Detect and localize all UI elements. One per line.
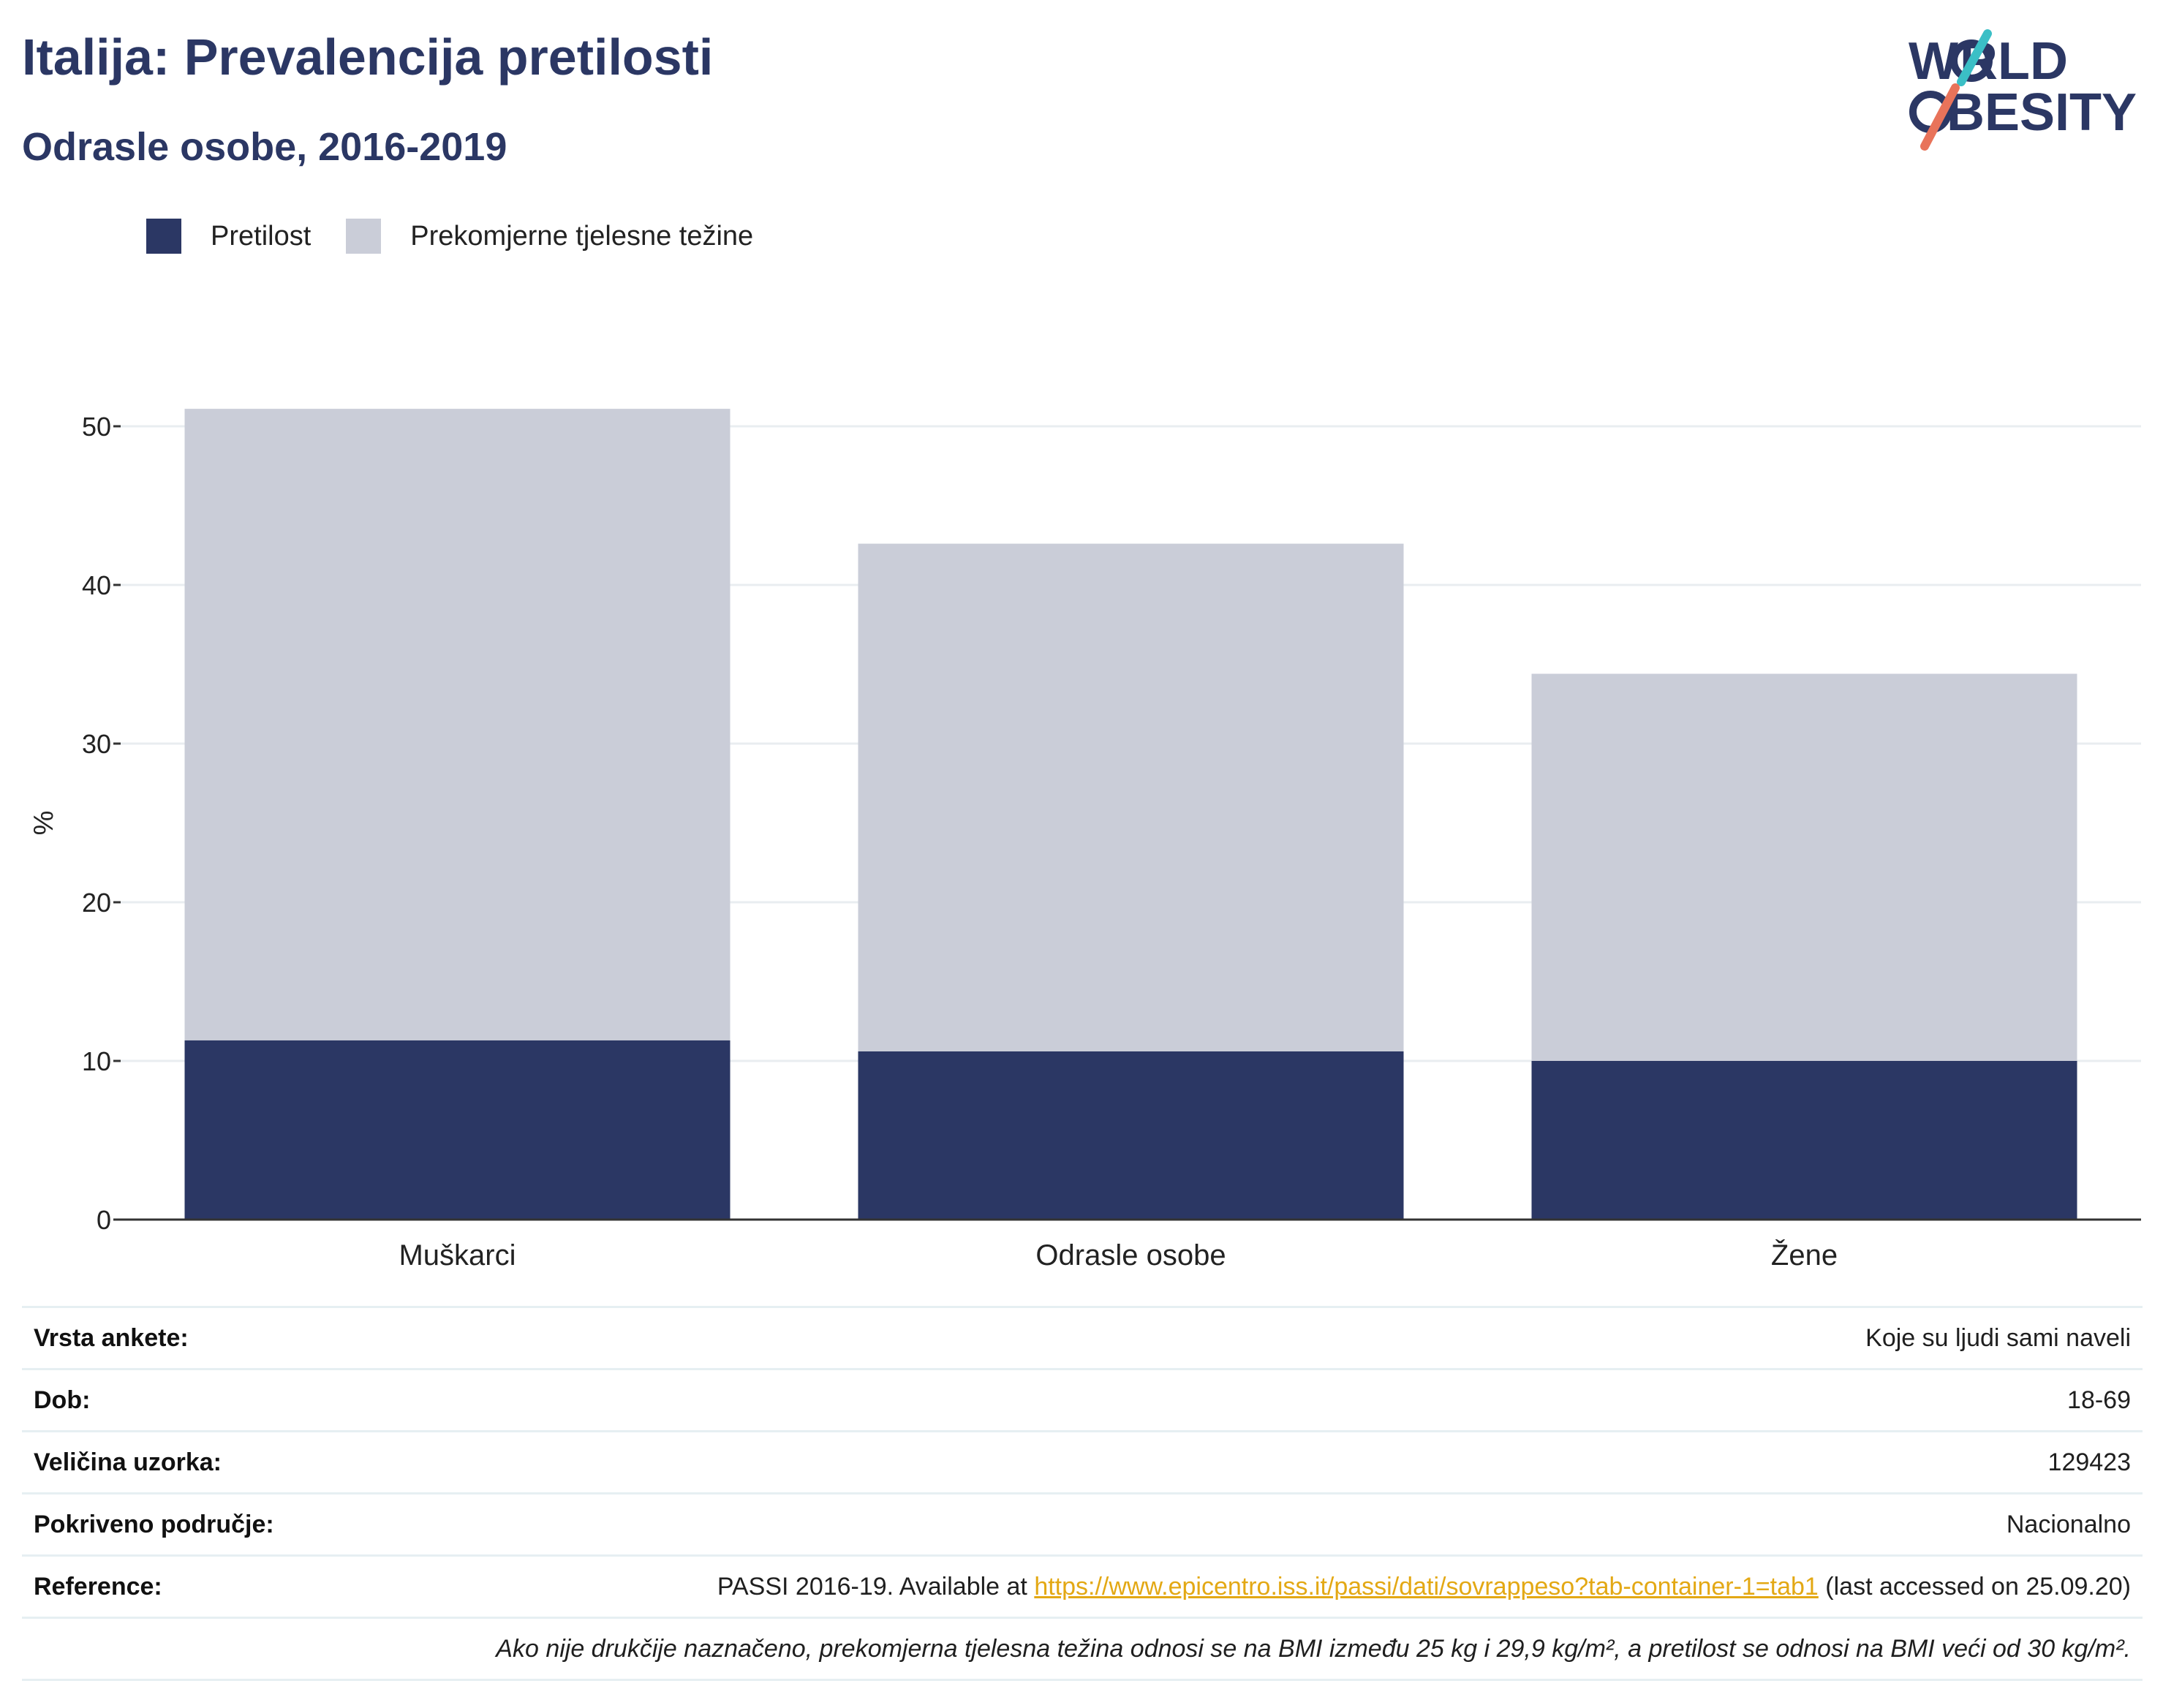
x-tick-label: Žene — [1771, 1239, 1838, 1271]
y-tick-label: 10 — [82, 1046, 111, 1076]
y-tick-label: 0 — [97, 1205, 111, 1235]
info-row-survey-type: Vrsta ankete: Koje su ljudi sami naveli — [22, 1306, 2143, 1368]
bmi-footnote: Ako nije drukčije naznačeno, prekomjerna… — [22, 1617, 2143, 1681]
x-tick-label: Odrasle osobe — [1035, 1239, 1226, 1271]
svg-text:W: W — [1909, 32, 1958, 91]
bar-obesity — [1531, 1061, 2077, 1220]
info-value: 18-69 — [2067, 1386, 2131, 1414]
svg-text:BESITY: BESITY — [1947, 83, 2137, 142]
chart-legend: Pretilost Prekomjerne tjelesne težine — [146, 218, 788, 254]
legend-swatch-overweight — [346, 219, 382, 254]
bar-overweight — [858, 543, 1404, 1051]
reference-value: PASSI 2016-19. Available at https://www.… — [717, 1573, 2131, 1601]
info-row-age: Dob: 18-69 — [22, 1368, 2143, 1430]
y-tick-label: 20 — [82, 888, 111, 918]
y-tick-label: 40 — [82, 570, 111, 600]
info-label: Veličina uzorka: — [34, 1448, 222, 1476]
page-title: Italija: Prevalencija pretilosti — [22, 29, 714, 86]
page-subtitle: Odrasle osobe, 2016-2019 — [22, 125, 507, 169]
bar-overweight — [184, 409, 731, 1040]
stacked-bar-chart: 0 10 20 30 40 50% Muškarci Odrasle osobe Žene — [29, 409, 2141, 1271]
legend-label-overweight: Prekomjerne tjelesne težine — [410, 220, 754, 252]
legend-item-overweight: Prekomjerne tjelesne težine — [346, 219, 753, 254]
info-label: Vrsta ankete: — [34, 1323, 189, 1352]
legend-swatch-obesity — [146, 219, 181, 254]
info-value: 129423 — [2047, 1448, 2131, 1476]
info-value: Koje su ljudi sami naveli — [1865, 1323, 2131, 1352]
info-value: Nacionalno — [2006, 1510, 2131, 1538]
reference-suffix: (last accessed on 25.09.20) — [1818, 1572, 2131, 1601]
info-label: Dob: — [34, 1386, 91, 1414]
info-label: Reference: — [34, 1572, 162, 1601]
world-obesity-logo: W RLD BESITY — [1909, 29, 2137, 151]
y-axis-label: % — [29, 811, 59, 836]
survey-info-table: Vrsta ankete: Koje su ljudi sami naveli … — [22, 1306, 2143, 1681]
info-row-reference: Reference: PASSI 2016-19. Available at h… — [22, 1554, 2143, 1617]
legend-label-obesity: Pretilost — [211, 220, 312, 252]
bar-obesity — [858, 1051, 1404, 1220]
bar-overweight — [1531, 673, 2077, 1061]
legend-item-obesity: Pretilost — [146, 219, 311, 254]
reference-prefix: PASSI 2016-19. Available at — [717, 1572, 1035, 1601]
info-row-sample-size: Veličina uzorka: 129423 — [22, 1430, 2143, 1492]
info-row-coverage: Pokriveno područje: Nacionalno — [22, 1492, 2143, 1554]
y-tick-label: 30 — [82, 729, 111, 759]
bar-obesity — [184, 1040, 731, 1220]
x-tick-label: Muškarci — [399, 1239, 516, 1271]
reference-link[interactable]: https://www.epicentro.iss.it/passi/dati/… — [1034, 1572, 1819, 1601]
y-tick-label: 50 — [82, 412, 111, 442]
info-label: Pokriveno područje: — [34, 1510, 274, 1538]
